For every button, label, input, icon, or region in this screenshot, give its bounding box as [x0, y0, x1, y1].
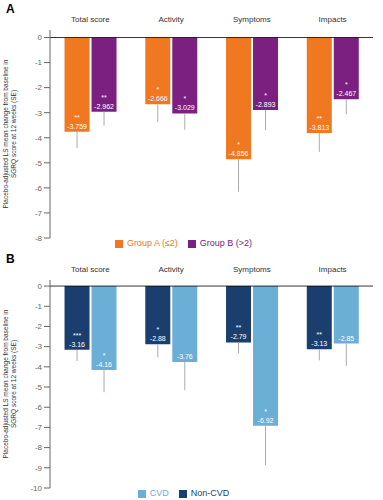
svg-text:-4: -4	[35, 363, 43, 372]
svg-text:-2.962: -2.962	[94, 103, 114, 110]
svg-text:*: *	[264, 408, 267, 415]
svg-text:**: **	[101, 94, 107, 101]
svg-text:-8: -8	[35, 443, 43, 452]
svg-text:0: 0	[38, 282, 43, 291]
svg-text:*: *	[156, 326, 159, 333]
svg-text:-5: -5	[35, 159, 43, 168]
svg-text:*: *	[237, 141, 240, 148]
html-text:B: B	[6, 252, 15, 266]
svg-text:-6: -6	[35, 403, 43, 412]
svg-text:-3.029: -3.029	[175, 104, 195, 111]
svg-text:-3.813: -3.813	[309, 124, 329, 131]
svg-text:-3.13: -3.13	[311, 340, 327, 347]
svg-text:Total score: Total score	[71, 265, 110, 274]
svg-text:-3: -3	[35, 109, 43, 118]
svg-text:-4.856: -4.856	[229, 150, 249, 157]
svg-text:**: **	[317, 331, 323, 338]
svg-text:Symptoms: Symptoms	[233, 15, 271, 24]
svg-text:*: *	[103, 352, 106, 359]
svg-text:**: **	[317, 115, 323, 122]
svg-text:*: *	[345, 81, 348, 88]
svg-text:-1: -1	[35, 302, 43, 311]
html-text:Group B (>2): Group B (>2)	[199, 238, 253, 248]
svg-text:-8: -8	[35, 234, 43, 243]
svg-text:***: ***	[73, 332, 81, 339]
svg-text:0: 0	[38, 33, 43, 42]
svg-text:*: *	[156, 86, 159, 93]
svg-text:-2: -2	[35, 322, 43, 331]
svg-text:-4: -4	[35, 134, 43, 143]
svg-text:**: **	[74, 114, 80, 121]
svg-text:-9: -9	[35, 464, 43, 473]
svg-text:Placebo-adjusted LS mean chang: Placebo-adjusted LS mean change from bas…	[8, 309, 18, 458]
svg-text:-2.467: -2.467	[336, 90, 356, 97]
svg-text:-3.16: -3.16	[69, 341, 85, 348]
svg-text:-3.76: -3.76	[177, 353, 193, 360]
svg-text:Placebo-adjusted LS mean chang: Placebo-adjusted LS mean change from bas…	[8, 59, 18, 208]
svg-text:-2.88: -2.88	[150, 335, 166, 342]
svg-text:-2.79: -2.79	[231, 333, 247, 340]
svg-text:-6.92: -6.92	[258, 417, 274, 424]
html-text:A: A	[6, 2, 15, 16]
svg-text:Activity: Activity	[158, 15, 183, 24]
svg-text:-4.16: -4.16	[96, 361, 112, 368]
svg-text:-3.759: -3.759	[67, 123, 87, 130]
svg-text:-2: -2	[35, 83, 43, 92]
svg-text:-7: -7	[35, 423, 43, 432]
svg-text:-5: -5	[35, 383, 43, 392]
svg-text:-2.893: -2.893	[256, 101, 276, 108]
svg-text:-7: -7	[35, 209, 43, 218]
svg-text:Activity: Activity	[158, 265, 183, 274]
svg-text:Total score: Total score	[71, 15, 110, 24]
svg-text:**: **	[236, 324, 242, 331]
html-text:Non-CVD: Non-CVD	[190, 488, 230, 498]
svg-text:Impacts: Impacts	[319, 265, 347, 274]
svg-text:-6: -6	[35, 184, 43, 193]
svg-text:-3: -3	[35, 342, 43, 351]
svg-text:-10: -10	[30, 484, 42, 493]
svg-text:*: *	[264, 92, 267, 99]
html-text:CVD: CVD	[149, 488, 169, 498]
html-text:Group A (≤2): Group A (≤2)	[126, 238, 178, 248]
svg-text:Symptoms: Symptoms	[233, 265, 271, 274]
svg-text:*: *	[183, 95, 186, 102]
svg-text:-2.666: -2.666	[148, 95, 168, 102]
svg-text:-1: -1	[35, 58, 43, 67]
svg-text:Impacts: Impacts	[319, 15, 347, 24]
svg-text:-2.85: -2.85	[338, 335, 354, 342]
